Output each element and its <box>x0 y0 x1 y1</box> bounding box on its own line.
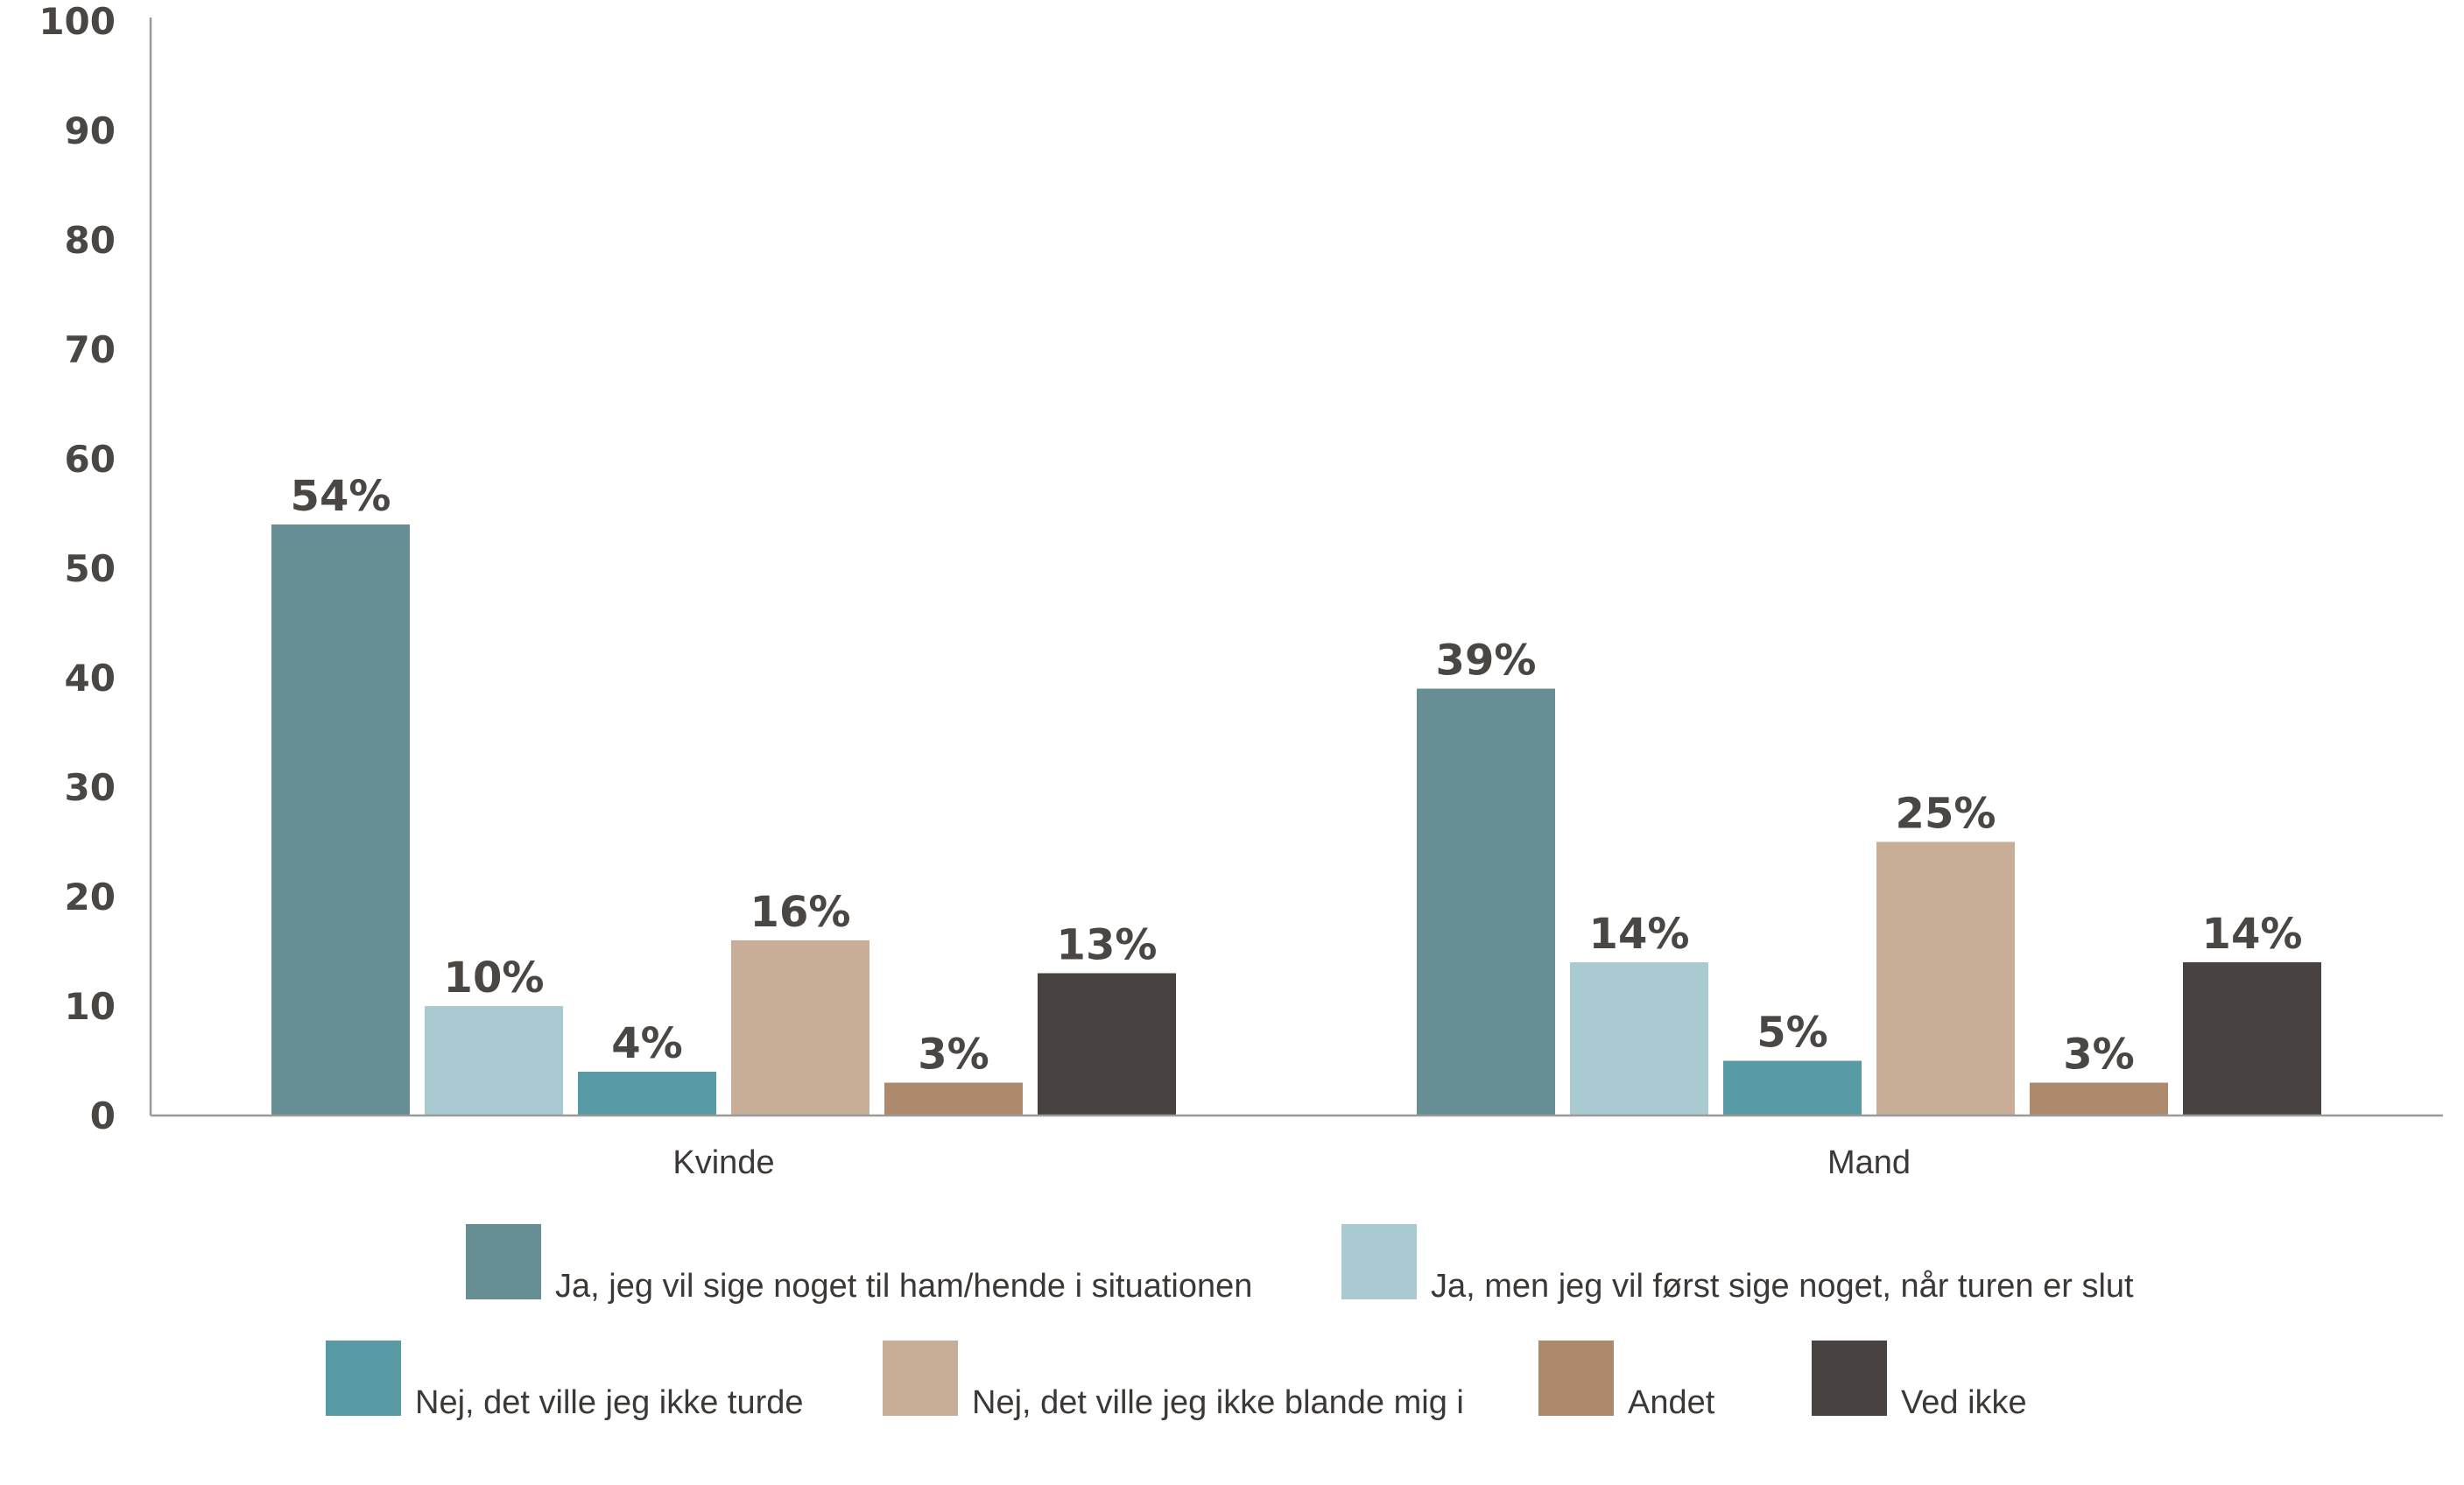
data-label: 5% <box>1756 1009 1828 1058</box>
x-tick-label: Mand <box>1827 1144 1911 1181</box>
y-tick-label: 40 <box>65 657 116 700</box>
data-label: 10% <box>444 954 545 1003</box>
legend: Ja, jeg vil sige noget til ham/hende i s… <box>326 1224 2134 1421</box>
bar <box>425 1006 563 1116</box>
x-axis-category-labels: Kvinde Mand <box>672 1144 1911 1181</box>
bar <box>271 524 410 1116</box>
bars <box>271 524 2321 1116</box>
data-label: 25% <box>1896 790 1996 839</box>
data-label: 39% <box>1436 637 1537 686</box>
legend-swatch <box>883 1341 958 1416</box>
bar <box>1723 1060 1862 1116</box>
legend-label: Nej, det ville jeg ikke turde <box>415 1384 804 1421</box>
legend-swatch <box>1341 1224 1417 1299</box>
y-tick-label: 70 <box>65 328 116 371</box>
legend-swatch <box>326 1341 401 1416</box>
bar <box>2030 1082 2168 1116</box>
y-tick-label: 90 <box>65 109 116 152</box>
bar <box>2183 962 2321 1116</box>
data-label: 13% <box>1057 921 1158 970</box>
legend-label: Ja, men jeg vil først sige noget, når tu… <box>1431 1268 2134 1305</box>
legend-label: Ja, jeg vil sige noget til ham/hende i s… <box>555 1268 1252 1305</box>
bar <box>731 940 869 1116</box>
y-tick-label: 60 <box>65 438 116 481</box>
bar <box>884 1082 1023 1116</box>
y-tick-label: 30 <box>65 766 116 809</box>
legend-swatch <box>466 1224 541 1299</box>
bar <box>1417 688 1555 1116</box>
y-tick-label: 0 <box>90 1094 116 1137</box>
bar <box>578 1072 716 1116</box>
data-label: 16% <box>750 888 851 937</box>
data-label: 14% <box>2202 910 2303 959</box>
legend-label: Ved ikke <box>1901 1384 2027 1421</box>
y-axis-ticks: 0 10 20 30 40 50 60 70 80 90 100 <box>39 0 116 1137</box>
data-label: 4% <box>611 1019 683 1068</box>
y-tick-label: 20 <box>65 876 116 918</box>
data-label: 3% <box>918 1031 989 1080</box>
y-tick-label: 10 <box>65 985 116 1028</box>
legend-swatch <box>1538 1341 1614 1416</box>
data-label: 3% <box>2063 1031 2135 1080</box>
bar <box>1876 841 2015 1116</box>
bar <box>1570 962 1708 1116</box>
y-tick-label: 80 <box>65 219 116 262</box>
data-label: 14% <box>1589 910 1690 959</box>
legend-label: Nej, det ville jeg ikke blande mig i <box>972 1384 1464 1421</box>
data-label: 54% <box>291 472 391 521</box>
y-tick-label: 100 <box>39 0 116 43</box>
legend-label: Andet <box>1628 1384 1715 1421</box>
bar <box>1038 973 1176 1116</box>
value-labels: 54% 10% 4% 16% 3% 13% 39% 14% 5% 25% 3% 14% <box>291 472 2303 1080</box>
x-tick-label: Kvinde <box>672 1144 774 1181</box>
legend-swatch <box>1812 1341 1887 1416</box>
y-tick-label: 50 <box>65 547 116 590</box>
